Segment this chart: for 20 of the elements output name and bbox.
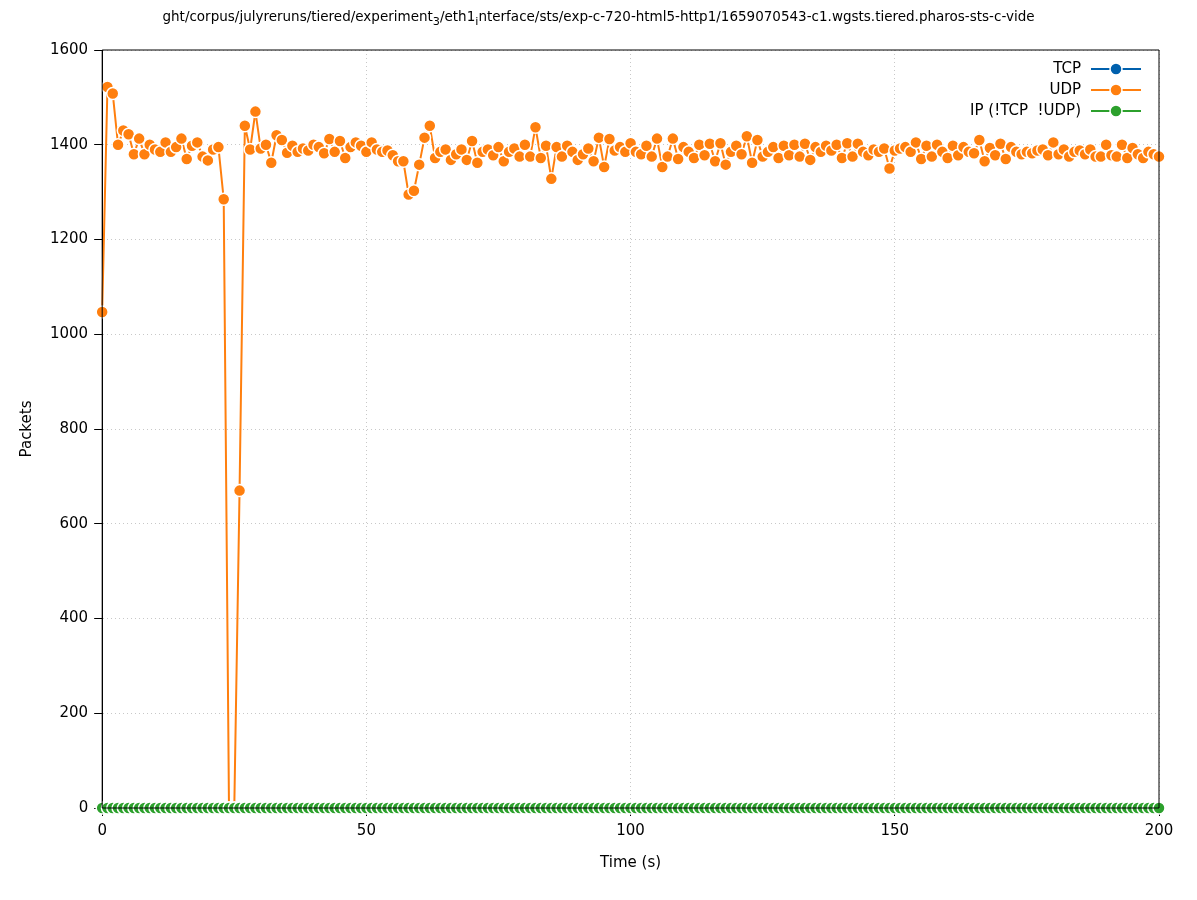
y-tick-label: 800: [59, 418, 89, 437]
x-axis-title: Time (s): [599, 852, 662, 871]
chart-title: ght/corpus/julyreruns/tiered/experiment$_{3}$/eth1$_{i}$nterface/sts/exp-c-720-html5-http1/1659070543-c1.wgsts.tiered.pharos-sts-c-vide: [161, 8, 1036, 30]
y-tick-label: 200: [59, 703, 89, 722]
x-tick-label: 50: [356, 820, 376, 839]
legend-label: UDP: [1049, 79, 1081, 100]
y-tick-label: 1400: [49, 134, 89, 153]
y-tick-label: 600: [59, 513, 89, 532]
y-tick-label: 0: [78, 797, 89, 816]
x-tick-label: 150: [880, 820, 910, 839]
legend-label: IP (!TCP !UDP): [970, 100, 1081, 121]
y-tick-label: 1000: [49, 324, 89, 343]
x-tick-label: 0: [97, 820, 107, 839]
x-tick-label: 200: [1144, 820, 1174, 839]
legend-label: TCP: [1053, 58, 1081, 79]
y-tick-label: 1200: [49, 229, 89, 248]
y-axis-title: Packets: [16, 400, 35, 458]
y-tick-label: 400: [59, 608, 89, 627]
y-tick-label: 1600: [49, 39, 89, 58]
x-tick-label: 100: [616, 820, 645, 839]
